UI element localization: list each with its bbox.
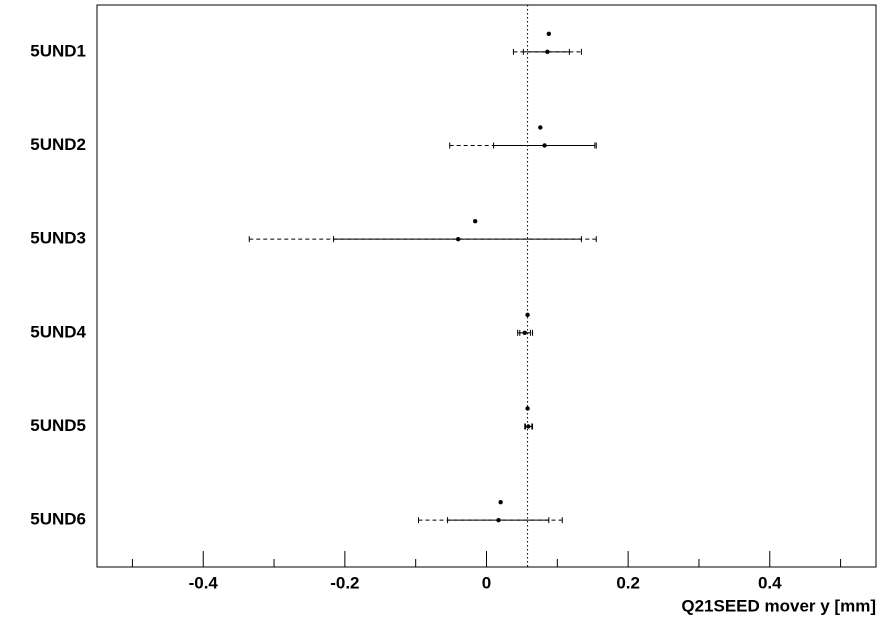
marker xyxy=(525,312,530,318)
y-tick-label: 5UND2 xyxy=(30,135,86,154)
y-tick-label: 5UND3 xyxy=(30,229,86,248)
marker xyxy=(538,125,543,130)
point xyxy=(522,330,527,336)
y-tick-label: 5UND5 xyxy=(30,416,86,435)
point xyxy=(526,424,531,429)
x-tick-label: 0.4 xyxy=(758,573,782,592)
marker xyxy=(472,218,478,224)
x-tick-label: -0.4 xyxy=(189,573,219,592)
marker xyxy=(546,31,552,37)
y-tick-label: 5UND6 xyxy=(30,510,86,529)
y-tick-label: 5UND4 xyxy=(30,322,86,341)
y-tick-label: 5UND1 xyxy=(30,41,86,60)
point xyxy=(545,49,550,55)
x-tick-label: 0.2 xyxy=(616,573,640,592)
plot-frame xyxy=(96,4,877,568)
point xyxy=(542,143,547,148)
point xyxy=(496,517,501,523)
marker xyxy=(525,406,530,411)
x-tick-label: 0 xyxy=(482,573,491,592)
marker xyxy=(498,499,503,505)
x-tick-label: -0.2 xyxy=(330,573,359,592)
x-axis-title: Q21SEED mover y [mm] xyxy=(681,596,876,615)
point xyxy=(455,236,461,242)
